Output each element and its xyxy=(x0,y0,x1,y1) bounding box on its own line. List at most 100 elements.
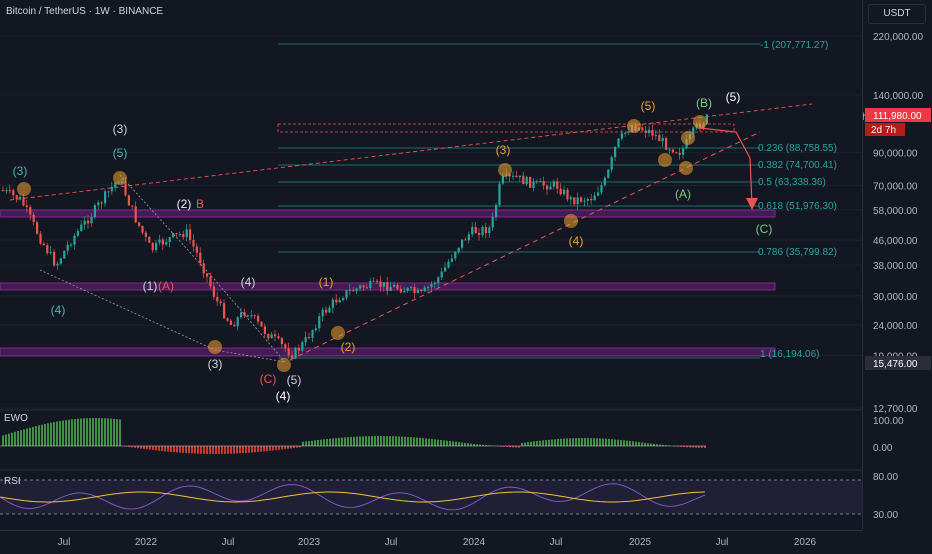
candle-body xyxy=(662,138,664,141)
candle-body xyxy=(665,138,667,150)
chart-area[interactable]: -1 (207,771.27)0.236 (88,758.55)0.382 (7… xyxy=(0,0,862,530)
ewo-bar xyxy=(176,446,178,452)
candle-body xyxy=(417,290,419,293)
ewo-bar xyxy=(455,442,457,446)
indicator-tick-label: 0.00 xyxy=(873,443,893,454)
ewo-bar xyxy=(221,446,223,454)
ewo-bar xyxy=(89,418,91,446)
candle-body xyxy=(22,197,24,206)
candle-body xyxy=(498,184,500,205)
candle-body xyxy=(322,310,324,317)
ewo-bar xyxy=(17,431,19,446)
ewo-bar xyxy=(92,418,94,446)
candle-body xyxy=(148,237,150,243)
ewo-bar xyxy=(377,436,379,446)
ewo-bar xyxy=(341,438,343,446)
ewo-bar xyxy=(368,436,370,446)
candle-body xyxy=(495,205,497,217)
ewo-bar xyxy=(152,446,154,450)
ewo-bar xyxy=(161,446,163,451)
candle-body xyxy=(478,233,480,235)
ewo-bar xyxy=(266,446,268,451)
candle-body xyxy=(104,191,106,203)
candle-body xyxy=(288,348,290,355)
ewo-bar xyxy=(602,439,604,446)
candle-body xyxy=(141,226,143,233)
wave-label: (A) xyxy=(675,187,691,201)
candle-body xyxy=(46,245,48,253)
ewo-bar xyxy=(563,439,565,446)
ewo-bar xyxy=(404,437,406,446)
candle-body xyxy=(274,334,276,336)
price-chart[interactable]: -1 (207,771.27)0.236 (88,758.55)0.382 (7… xyxy=(0,0,862,530)
price-tick-label: 24,000.00 xyxy=(873,321,918,332)
candle-body xyxy=(247,315,249,316)
ewo-bar xyxy=(587,438,589,446)
candle-body xyxy=(223,303,225,318)
ewo-bar xyxy=(227,446,229,454)
wave-label: (4) xyxy=(51,303,66,317)
ewo-bar xyxy=(533,441,535,446)
candle-body xyxy=(135,206,137,222)
ewo-bar xyxy=(167,446,169,452)
candle-body xyxy=(94,205,96,217)
candle-body xyxy=(298,348,300,350)
ewo-bar xyxy=(548,440,550,446)
ewo-bar xyxy=(578,438,580,446)
candle-body xyxy=(573,197,575,204)
candle-body xyxy=(145,233,147,237)
candle-body xyxy=(549,187,551,190)
candle-body xyxy=(386,282,388,291)
ewo-bar xyxy=(29,428,31,446)
ewo-bar xyxy=(380,436,382,446)
candle-body xyxy=(485,227,487,233)
wave-label: (3) xyxy=(208,357,223,371)
ewo-bar xyxy=(305,441,307,446)
candle-body xyxy=(301,342,303,350)
candle-body xyxy=(359,285,361,288)
candle-body xyxy=(77,231,79,236)
wave-label: (1) xyxy=(143,279,158,293)
candle-body xyxy=(577,197,579,204)
candle-body xyxy=(128,195,130,205)
ewo-bar xyxy=(329,439,331,446)
ewo-bar xyxy=(320,440,322,446)
ewo-bar xyxy=(188,446,190,453)
ewo-bar xyxy=(65,420,67,446)
candle-body xyxy=(590,199,592,200)
candle-body xyxy=(250,315,252,316)
wave-marker-circle xyxy=(208,340,222,354)
candle-body xyxy=(539,181,541,182)
candle-body xyxy=(444,267,446,271)
candle-body xyxy=(515,176,517,177)
candle-body xyxy=(594,196,596,201)
candle-body xyxy=(325,310,327,313)
candle-body xyxy=(328,308,330,313)
low-value: 15,476.00 xyxy=(873,359,918,370)
candle-body xyxy=(152,243,154,250)
candle-body xyxy=(264,326,266,333)
candle-body xyxy=(641,128,643,131)
candle-body xyxy=(607,170,609,178)
candle-body xyxy=(305,337,307,342)
candle-body xyxy=(220,301,222,303)
candle-body xyxy=(339,300,341,302)
currency-selector[interactable]: USDT xyxy=(868,4,926,24)
ewo-bar xyxy=(173,446,175,452)
ewo-bar xyxy=(440,440,442,446)
rsi-pane-label: RSI xyxy=(4,476,21,487)
ewo-bar xyxy=(101,418,103,446)
ewo-bar xyxy=(443,440,445,446)
ewo-bar xyxy=(149,446,151,450)
ewo-bar xyxy=(146,446,148,449)
candle-body xyxy=(352,290,354,291)
price-tick-label: 70,000.00 xyxy=(873,181,918,192)
ewo-bar xyxy=(362,436,364,446)
candle-body xyxy=(67,245,69,251)
ewo-bar xyxy=(365,436,367,446)
ewo-bar xyxy=(155,446,157,450)
candle-body xyxy=(424,288,426,292)
candle-body xyxy=(33,215,35,222)
